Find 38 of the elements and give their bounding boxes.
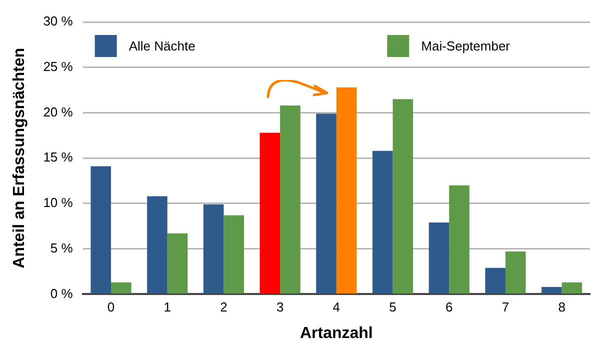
bar — [392, 99, 414, 294]
y-tick-label: 20 % — [43, 104, 74, 120]
bar — [485, 268, 506, 294]
bar — [372, 150, 393, 294]
y-axis-title: Anteil an Erfassungsnächten — [11, 48, 28, 268]
bar — [90, 166, 112, 294]
x-axis-title: Artanzahl — [300, 324, 373, 342]
bar — [147, 196, 168, 294]
legend-label: Alle Nächte — [128, 38, 196, 54]
bar — [316, 114, 336, 294]
x-tick-label: 7 — [502, 300, 510, 315]
y-tick-label: 10 % — [43, 195, 74, 210]
bar — [336, 87, 357, 294]
bar — [111, 282, 132, 294]
bar — [449, 185, 470, 294]
x-tick-label: 0 — [107, 300, 115, 315]
legend-label: Mai-September — [421, 38, 511, 54]
bar — [224, 215, 244, 294]
x-tick-label: 6 — [446, 300, 453, 315]
bar — [505, 252, 526, 294]
x-tick-label: 5 — [389, 300, 396, 315]
x-tick-label: 2 — [220, 300, 228, 315]
bar — [542, 286, 562, 294]
x-tick-label: 4 — [332, 300, 340, 315]
y-tick-label: 25 % — [43, 58, 74, 74]
y-tick-label: 30 % — [43, 14, 74, 29]
y-tick-label: 0 % — [50, 286, 74, 301]
bar — [280, 105, 300, 294]
x-tick-label: 3 — [276, 300, 284, 315]
x-tick-label: 8 — [558, 300, 566, 315]
x-tick-label: 1 — [164, 300, 171, 315]
bar — [428, 222, 450, 294]
bar — [203, 204, 224, 294]
y-tick-label: 15 % — [43, 150, 74, 165]
bar — [260, 132, 280, 294]
bar — [167, 233, 188, 294]
y-tick-label: 5 % — [50, 240, 74, 256]
bar — [562, 282, 582, 294]
